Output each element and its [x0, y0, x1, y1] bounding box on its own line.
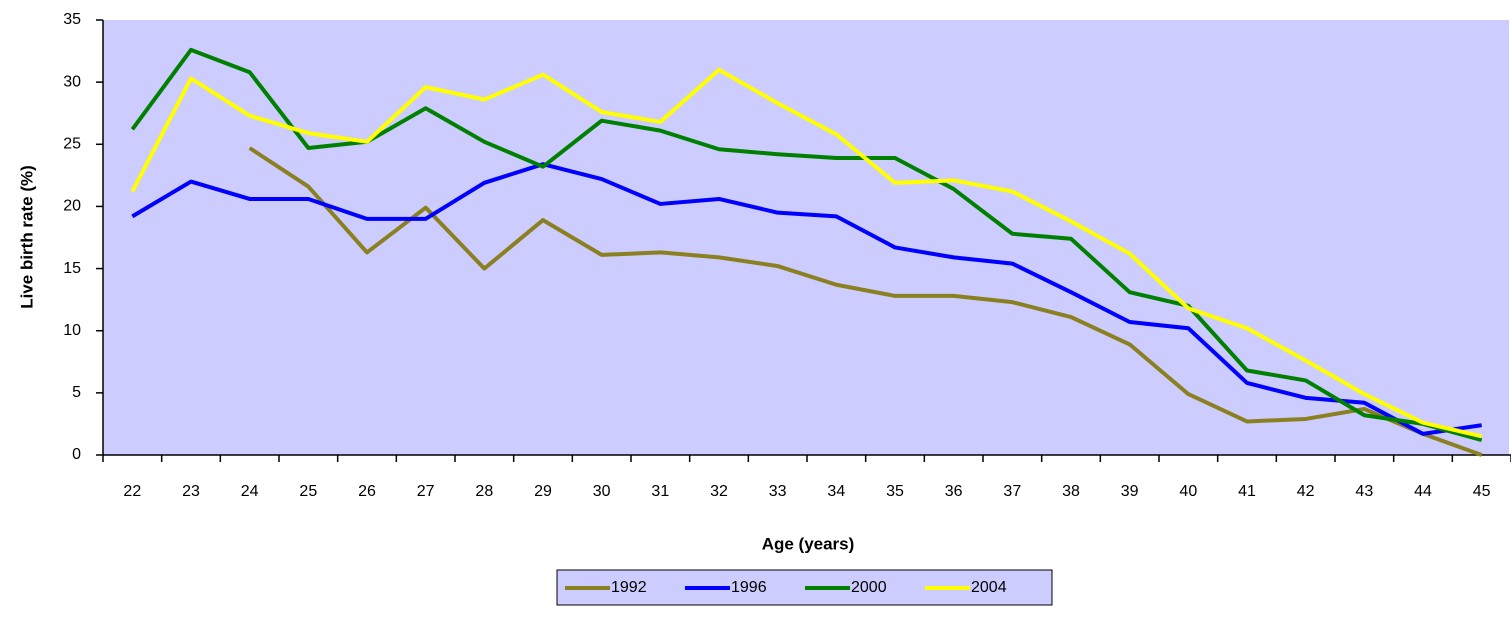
x-tick-label: 24: [241, 483, 259, 500]
legend-label: 2004: [971, 579, 1007, 596]
x-tick-label: 38: [1062, 483, 1080, 500]
x-tick-label: 22: [123, 483, 141, 500]
x-tick-label: 25: [299, 483, 317, 500]
y-tick-label: 30: [63, 73, 81, 90]
line-series: [131, 162, 1482, 436]
y-tick-label: 20: [63, 198, 81, 215]
y-tick-label: 5: [72, 384, 81, 401]
plot-area: [103, 20, 1509, 455]
x-tick-label: 42: [1297, 483, 1315, 500]
legend-label: 2000: [851, 579, 887, 596]
y-axis-title: Live birth rate (%): [17, 165, 36, 309]
x-tick-label: 37: [1003, 483, 1021, 500]
y-tick-label: 35: [63, 11, 81, 28]
x-tick-label: 34: [827, 483, 845, 500]
x-tick-label: 28: [475, 483, 493, 500]
x-tick-label: 45: [1473, 483, 1491, 500]
y-tick-label: 10: [63, 322, 81, 339]
x-tick-label: 36: [945, 483, 963, 500]
x-tick-label: 29: [534, 483, 552, 500]
line-series: [130, 47, 1483, 443]
x-tick-label: 30: [593, 483, 611, 500]
line-series: [130, 67, 1483, 439]
x-tick-label: 33: [769, 483, 787, 500]
y-tick-label: 0: [72, 446, 81, 463]
x-tick-label: 23: [182, 483, 200, 500]
x-tick-label: 43: [1355, 483, 1373, 500]
x-tick-label: 35: [886, 483, 904, 500]
y-tick-label: 25: [63, 136, 81, 153]
legend-label: 1996: [731, 579, 767, 596]
y-tick-label: 15: [63, 260, 81, 277]
x-tick-label: 31: [651, 483, 669, 500]
legend-label: 1992: [611, 579, 647, 596]
x-tick-label: 26: [358, 483, 376, 500]
line-series: [248, 146, 1483, 457]
x-tick-label: 40: [1179, 483, 1197, 500]
x-axis-title: Age (years): [762, 534, 855, 553]
x-tick-label: 41: [1238, 483, 1256, 500]
x-tick-label: 27: [417, 483, 435, 500]
x-tick-label: 44: [1414, 483, 1432, 500]
x-tick-label: 39: [1121, 483, 1139, 500]
x-tick-label: 32: [710, 483, 728, 500]
